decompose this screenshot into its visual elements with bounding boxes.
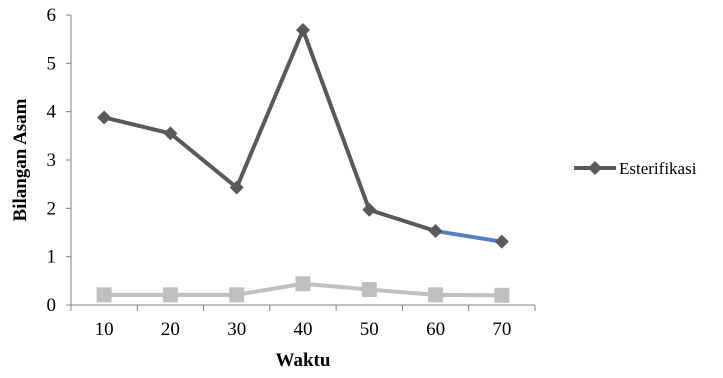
y-tick-label: 6: [47, 5, 57, 26]
x-tick-label: 20: [161, 319, 180, 340]
x-tick-label: 30: [227, 319, 246, 340]
data-point-square: [428, 287, 444, 303]
x-ticks: 10 20 30 40 50 60 70: [70, 305, 536, 340]
data-point-diamond: [362, 202, 377, 217]
series-group: [96, 22, 510, 303]
data-point-diamond: [229, 180, 244, 195]
y-tick-label: 2: [47, 198, 57, 219]
y-tick-label: 3: [47, 150, 57, 171]
legend: Esterifikasi: [574, 159, 697, 178]
series-line-esterifikasi: [103, 27, 437, 233]
data-point-diamond: [97, 110, 112, 125]
data-point-square: [229, 287, 245, 303]
data-point-square: [96, 287, 112, 303]
data-point-square: [494, 287, 510, 303]
y-tick-label: 4: [47, 102, 57, 123]
data-point-diamond: [296, 22, 310, 37]
data-point-square: [162, 287, 178, 303]
data-point-diamond: [428, 224, 443, 239]
legend-diamond-marker: [588, 161, 602, 175]
y-tick-label: 5: [47, 53, 57, 74]
x-axis-title: Waktu: [276, 350, 331, 371]
y-ticks: 0 1 2 3 4 5 6: [47, 5, 71, 316]
x-tick-label: 50: [360, 319, 379, 340]
y-tick-label: 0: [47, 295, 57, 316]
data-point-square: [295, 276, 311, 292]
data-point-square: [361, 282, 377, 298]
series-line-last-segment: [435, 229, 503, 244]
data-point-diamond: [163, 126, 178, 141]
x-tick-label: 40: [294, 319, 313, 340]
axes: [70, 15, 535, 306]
x-tick-label: 60: [426, 319, 445, 340]
y-axis-title: Bilangan Asam: [10, 98, 31, 221]
x-tick-label: 10: [95, 319, 114, 340]
y-tick-label: 1: [47, 247, 57, 268]
x-tick-label: 70: [492, 319, 511, 340]
data-point-diamond: [494, 234, 509, 249]
legend-label: Esterifikasi: [619, 159, 697, 178]
